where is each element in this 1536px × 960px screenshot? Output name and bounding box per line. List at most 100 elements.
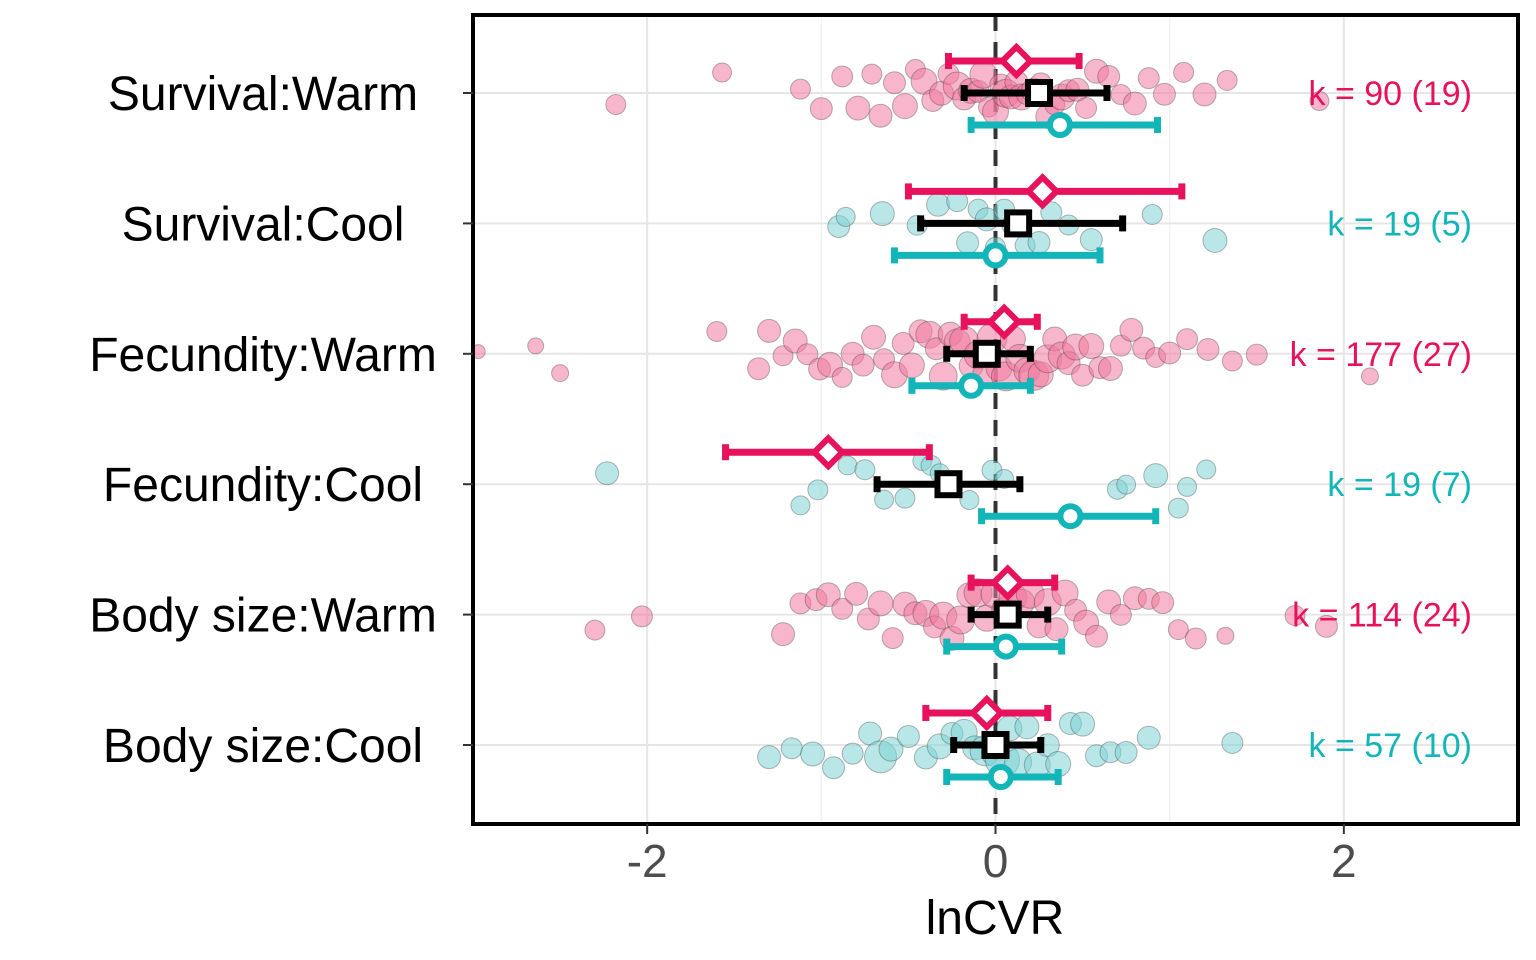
- effect-point: [1184, 627, 1207, 650]
- overall-estimate-square: [1004, 209, 1033, 238]
- effect-point: [1360, 367, 1379, 386]
- effect-point: [861, 324, 887, 350]
- effect-point: [882, 71, 906, 95]
- effect-point: [1196, 337, 1220, 361]
- k-count-label: k = 19 (7): [1327, 466, 1472, 504]
- k-labels: k = 90 (19) k = 19 (5) k = 177 (27) k = 19 …: [1290, 75, 1472, 765]
- cool-estimate-circle: [992, 633, 1019, 660]
- overall-estimate-square: [972, 339, 1001, 368]
- effect-point: [605, 94, 627, 116]
- effect-point: [926, 192, 951, 217]
- effect-point: [789, 78, 811, 100]
- effect-point: [1119, 317, 1144, 342]
- effect-point: [796, 343, 819, 366]
- effect-point: [1051, 579, 1079, 607]
- effect-point: [1309, 91, 1330, 112]
- effect-point: [815, 582, 841, 608]
- effect-point: [837, 455, 858, 476]
- confidence-intervals: [722, 53, 1186, 785]
- effect-point: [584, 619, 606, 641]
- effect-point: [844, 581, 869, 606]
- warm-estimate-diamond: [810, 433, 847, 471]
- effect-point: [595, 461, 620, 486]
- effect-point: [959, 490, 980, 511]
- x-tick-label: -2: [627, 835, 668, 887]
- effect-point: [1070, 711, 1096, 737]
- cool-estimate-circle: [958, 372, 985, 399]
- k-count-label: k = 114 (24): [1292, 597, 1472, 635]
- effect-point: [1014, 714, 1040, 740]
- effect-point: [822, 756, 846, 780]
- effect-point: [1152, 82, 1176, 106]
- effect-point: [527, 337, 545, 355]
- effect-point: [1216, 69, 1238, 91]
- effect-point: [896, 724, 920, 748]
- effect-point: [1143, 463, 1169, 489]
- effect-point: [1176, 328, 1199, 351]
- y-axis-label: Survival:Cool: [122, 198, 405, 251]
- cool-estimate-circle: [987, 764, 1014, 790]
- effect-point: [874, 489, 895, 510]
- effect-point: [1109, 334, 1132, 357]
- effect-point: [894, 487, 916, 509]
- cool-estimate-circle: [1057, 503, 1084, 530]
- y-axis-label: Fecundity:Warm: [89, 329, 437, 382]
- effect-point: [1216, 626, 1235, 645]
- effect-point: [1167, 619, 1189, 641]
- effect-point: [809, 97, 833, 121]
- effect-point: [1044, 617, 1069, 642]
- x-tick-label: 2: [1331, 835, 1357, 887]
- effect-point: [1173, 61, 1195, 83]
- effect-point: [869, 201, 895, 227]
- cool-estimate-circle: [1046, 112, 1073, 138]
- effect-point: [706, 320, 728, 342]
- y-axis-labels: Survival:Warm Survival:Cool Fecundity:Warm…: [89, 68, 473, 773]
- effect-point: [845, 95, 871, 121]
- effect-point: [854, 459, 876, 481]
- effect-point: [1151, 591, 1175, 615]
- overall-estimate-square: [981, 731, 1010, 759]
- effect-point: [1136, 725, 1161, 750]
- effect-point: [780, 737, 803, 760]
- effect-point: [630, 605, 653, 628]
- y-axis-label: Body size:Cool: [103, 720, 423, 773]
- effect-point: [1116, 474, 1137, 495]
- y-axis-label: Fecundity:Cool: [103, 459, 423, 512]
- k-count-label: k = 90 (19): [1309, 75, 1472, 113]
- effect-point: [891, 331, 915, 355]
- effect-point: [1075, 96, 1098, 119]
- effect-point: [1109, 603, 1132, 626]
- effect-point: [1221, 731, 1244, 754]
- effect-point: [841, 742, 864, 765]
- effect-point: [1141, 203, 1163, 225]
- overall-estimate-square: [1025, 79, 1054, 107]
- effect-point: [891, 93, 918, 120]
- effect-point: [1078, 333, 1105, 360]
- warm-estimate-diamond: [985, 303, 1023, 341]
- effect-point: [1196, 459, 1217, 480]
- effect-point: [835, 206, 856, 227]
- k-count-label: k = 57 (10): [1309, 727, 1472, 765]
- effect-point: [831, 597, 854, 620]
- x-axis-title: lnCVR: [926, 892, 1065, 945]
- effect-point: [1122, 91, 1147, 116]
- effect-point: [1221, 350, 1243, 372]
- warm-estimate-diamond: [1024, 173, 1061, 210]
- effect-point: [712, 62, 733, 83]
- overall-estimate-square: [993, 600, 1022, 629]
- y-axis-label: Body size:Warm: [89, 590, 437, 643]
- effect-point: [867, 590, 894, 617]
- effect-point: [1245, 343, 1268, 366]
- effect-point: [1114, 740, 1138, 764]
- effect-point: [1167, 497, 1189, 519]
- effect-point: [1085, 624, 1109, 648]
- warm-estimate-diamond: [968, 694, 1006, 732]
- effect-point: [1202, 227, 1228, 253]
- effect-point: [1192, 82, 1217, 107]
- effect-point: [878, 736, 904, 762]
- effect-point: [771, 622, 796, 647]
- effect-point: [1097, 355, 1123, 381]
- effect-point: [800, 741, 826, 767]
- effect-point: [757, 745, 782, 770]
